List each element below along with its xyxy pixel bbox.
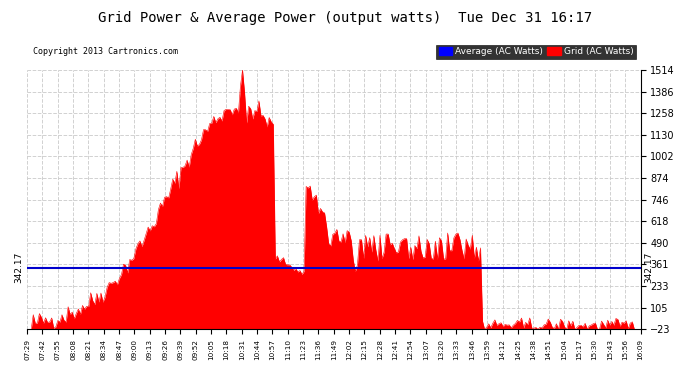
Text: 342.17: 342.17 [644, 252, 653, 284]
Text: Grid Power & Average Power (output watts)  Tue Dec 31 16:17: Grid Power & Average Power (output watts… [98, 11, 592, 25]
Text: 342.17: 342.17 [14, 252, 23, 284]
Text: Copyright 2013 Cartronics.com: Copyright 2013 Cartronics.com [33, 46, 178, 56]
Legend: Average (AC Watts), Grid (AC Watts): Average (AC Watts), Grid (AC Watts) [436, 45, 636, 59]
